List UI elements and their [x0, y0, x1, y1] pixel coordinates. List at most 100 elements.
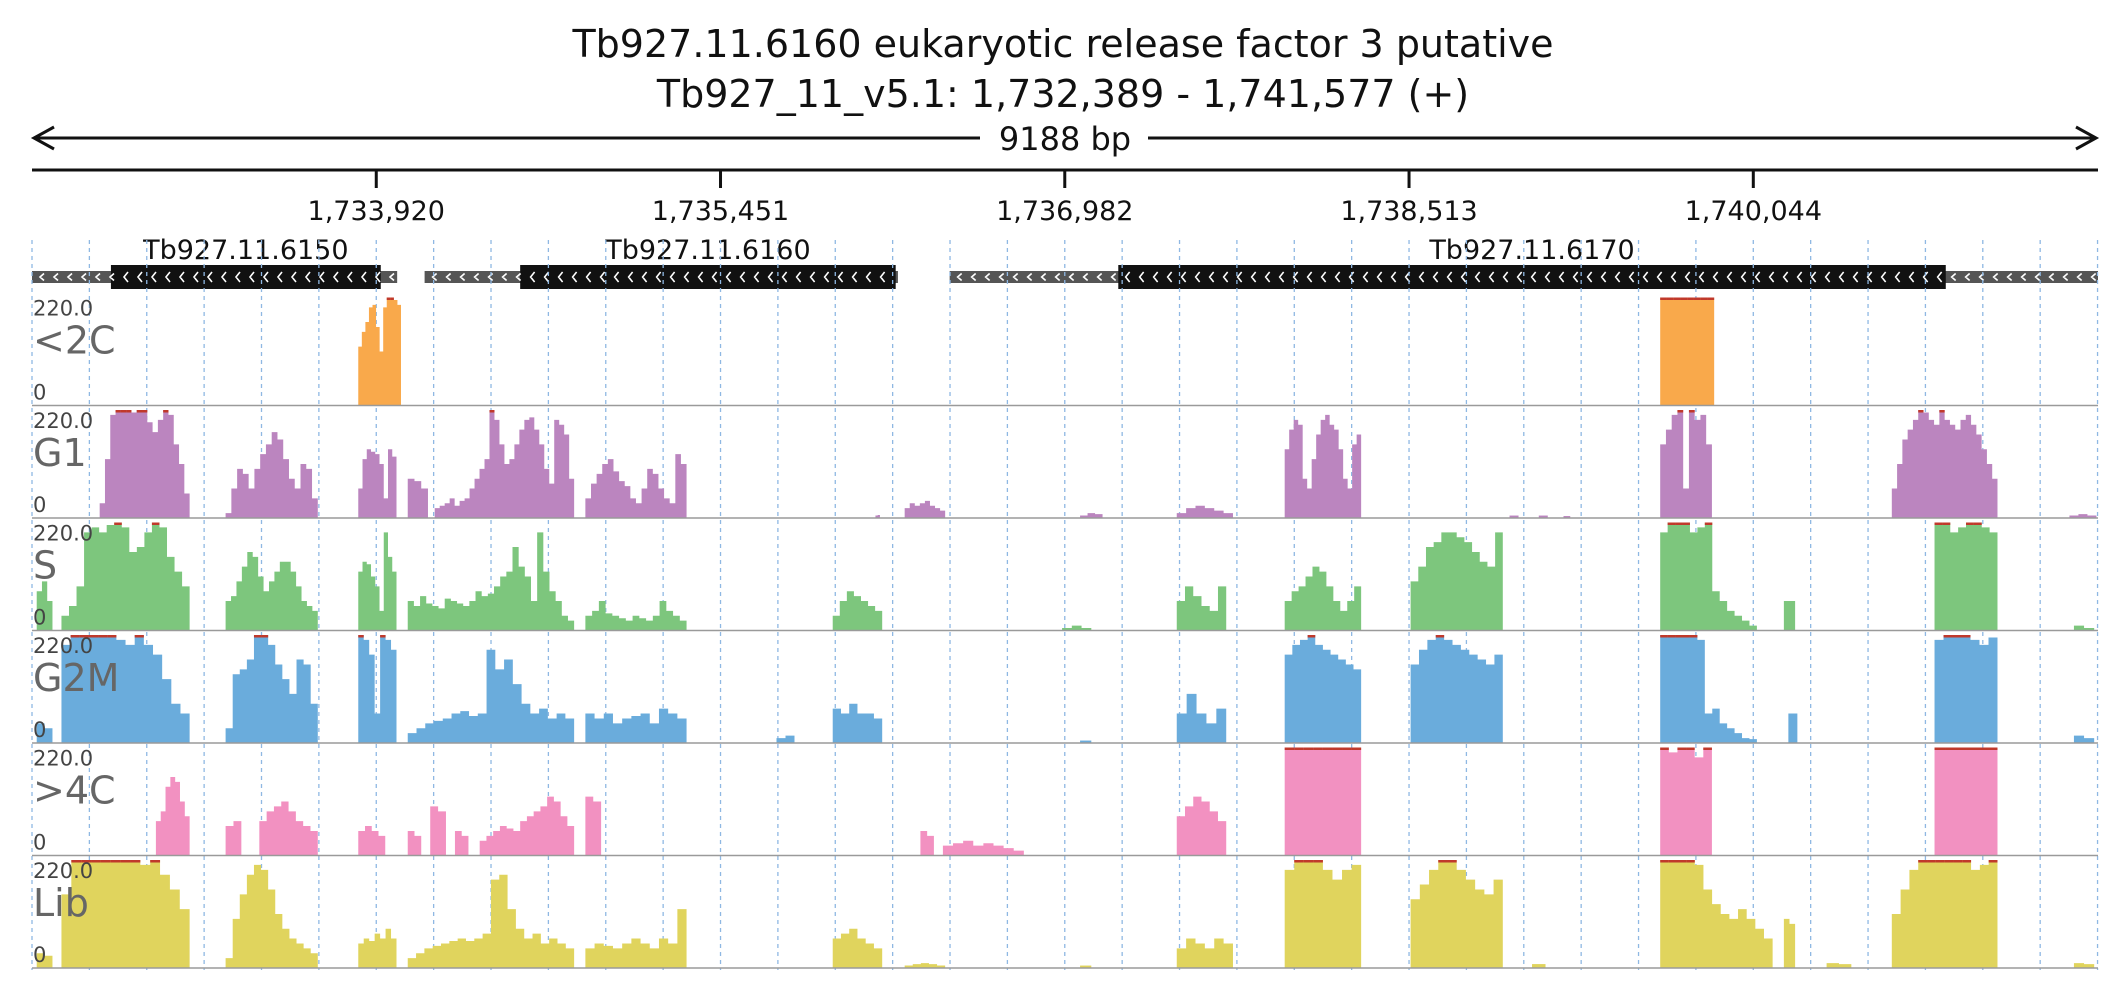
track-3-clip-marker	[1952, 635, 1962, 638]
track-2-ymax-label: 220.0	[33, 522, 93, 546]
track-3-clip-marker	[1961, 635, 1971, 638]
track-4-ymax-label: 220.0	[33, 747, 93, 771]
track-2-segment-3	[358, 532, 397, 631]
track-3-segment-15	[2073, 735, 2095, 743]
track-1-clip-marker	[120, 410, 127, 413]
track-3-clip-marker	[1689, 635, 1698, 638]
track-3-segment-11	[1410, 635, 1503, 743]
track-5-clip-marker	[1660, 860, 1669, 863]
track-2-clip-marker	[114, 522, 122, 525]
track-4-segment-9	[920, 830, 934, 856]
track-2-segment-9	[1284, 566, 1362, 631]
track-5-clip-marker	[1935, 860, 1945, 863]
track-1-clip-marker	[136, 410, 143, 413]
track-4-clip-marker	[1342, 747, 1352, 750]
track-3-clip-marker	[1307, 635, 1316, 638]
span-label: 9188 bp	[999, 120, 1131, 158]
track-4: 220.0 0 >4C	[32, 747, 2098, 857]
track-0-clip-marker	[390, 297, 394, 300]
track-0: 220.0 0 <2C	[32, 297, 2098, 407]
track-1-segment-14	[1660, 410, 1712, 518]
track-3-clip-marker	[380, 635, 386, 638]
track-5-clip-marker	[71, 860, 82, 863]
track-3-clip-marker	[1682, 635, 1690, 638]
track-1-segment-9	[1176, 505, 1233, 518]
track-5-segment-1	[61, 860, 190, 968]
track-3-clip-marker	[70, 635, 80, 638]
track-5-segment-13	[1660, 860, 1773, 968]
track-1-segment-16	[2069, 514, 2097, 518]
track-4-clip-marker	[1351, 747, 1362, 750]
gene-strand-chevrons-1	[431, 271, 886, 283]
track-5-clip-marker	[1686, 860, 1695, 863]
track-0-clip-marker	[1673, 297, 1681, 300]
track-0-clip-marker	[1660, 297, 1667, 300]
chart-subtitle: Tb927_11_v5.1: 1,732,389 - 1,741,577 (+)	[656, 72, 1470, 116]
track-4-clip-marker	[1677, 747, 1687, 750]
track-5-segment-15	[1826, 963, 1852, 968]
track-2-clip-marker	[1973, 522, 1982, 525]
track-4-clip-marker	[1686, 747, 1695, 750]
track-2-segment-13	[1934, 522, 1998, 631]
x-tick-label-3: 1,738,513	[1340, 196, 1477, 227]
track-5-segment-17	[2073, 963, 2095, 968]
track-5-clip-marker	[1927, 860, 1936, 863]
track-4-ymin-label: 0	[33, 831, 46, 855]
track-0-clip-marker	[1700, 297, 1708, 300]
track-2-segment-2	[225, 551, 318, 631]
track-1-segment-8	[1080, 513, 1103, 518]
track-5-clip-marker	[110, 860, 121, 863]
track-4-segment-4	[407, 830, 422, 856]
track-3-clip-marker	[1943, 635, 1953, 638]
track-0-name: <2C	[33, 319, 116, 363]
track-3-segment-5	[585, 708, 687, 743]
track-5: 220.0 0 Lib	[32, 859, 2098, 969]
track-4-segment-6	[454, 830, 469, 856]
track-5-clip-marker	[81, 860, 92, 863]
track-3-segment-13	[1788, 713, 1798, 743]
track-3-clip-marker	[98, 635, 108, 638]
track-5-clip-marker	[130, 860, 141, 863]
track-4-clip-marker	[1986, 747, 1998, 750]
gene-strand-chevrons-2	[956, 271, 2097, 283]
track-4-clip-marker	[1322, 747, 1333, 750]
track-3-segment-14	[1934, 635, 1998, 743]
track-2-clip-marker	[1966, 522, 1974, 525]
span-arrow-left-head	[30, 125, 55, 151]
track-1: 220.0 0 G1	[32, 409, 2098, 519]
track-3-segment-10	[1284, 635, 1362, 743]
track-1-ymax-label: 220.0	[33, 409, 93, 433]
track-3-clip-marker	[1675, 635, 1683, 638]
track-3-segment-1	[61, 635, 190, 743]
track-5-segment-5	[585, 909, 687, 968]
track-1-segment-15	[1891, 410, 1998, 518]
track-5-clip-marker	[1953, 860, 1963, 863]
track-4-clip-marker	[1284, 747, 1295, 750]
track-4-clip-marker	[1332, 747, 1343, 750]
track-5-clip-marker	[150, 860, 161, 863]
track-4-segment-7	[479, 796, 575, 856]
track-5-clip-marker	[91, 860, 101, 863]
track-1-name: G1	[33, 431, 87, 475]
track-5-segment-12	[1532, 964, 1546, 968]
track-1-ymin-label: 0	[33, 493, 46, 517]
track-4-segment-12	[1284, 747, 1362, 856]
track-4-clip-marker	[1303, 747, 1314, 750]
track-5-segment-2	[225, 864, 318, 968]
track-3: 220.0 0 G2M	[32, 634, 2098, 744]
track-2-segment-6	[832, 591, 883, 631]
track-5-clip-marker	[1918, 860, 1928, 863]
track-3-clip-marker	[88, 635, 99, 638]
track-1-clip-marker	[1677, 410, 1684, 413]
track-2-segment-8	[1176, 586, 1227, 631]
track-4-segment-5	[430, 806, 446, 856]
track-2-clip-marker	[1675, 522, 1683, 525]
track-5-clip-marker	[1303, 860, 1314, 863]
track-5-clip-marker	[1962, 860, 1972, 863]
track-0-segment-1	[1660, 297, 1715, 406]
track-1-segment-4	[434, 410, 575, 518]
track-5-clip-marker	[120, 860, 131, 863]
track-1-segment-2	[358, 449, 397, 518]
track-4-clip-marker	[1660, 747, 1669, 750]
track-0-clip-marker	[1687, 297, 1694, 300]
